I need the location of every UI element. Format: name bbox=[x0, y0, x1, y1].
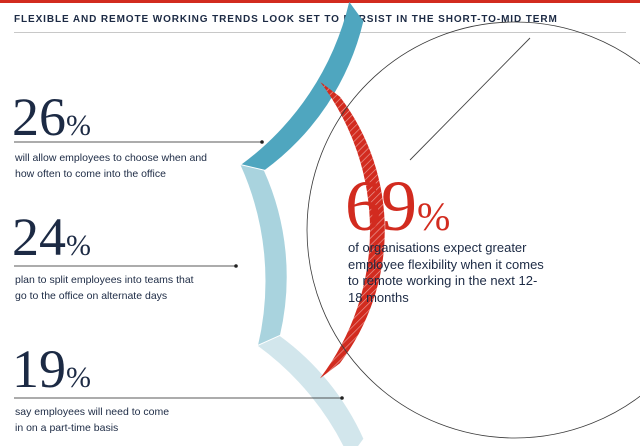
stat-19-value: 19% bbox=[12, 342, 91, 405]
stat-24-value: 24% bbox=[12, 210, 91, 273]
stat-26-percent-sign: % bbox=[66, 109, 91, 142]
inner-circle-outline bbox=[306, 21, 640, 439]
stat-19-number: 19 bbox=[12, 339, 66, 399]
stat-26-number: 26 bbox=[12, 87, 66, 147]
ring-segment-gap-0 bbox=[239, 163, 266, 172]
title-divider bbox=[14, 32, 626, 33]
callout-dot-0 bbox=[260, 140, 264, 144]
ring-segment-gap-1 bbox=[256, 334, 282, 348]
stat-24-number: 24 bbox=[12, 207, 66, 267]
callout-lines bbox=[14, 140, 344, 400]
stat-26-value: 26% bbox=[12, 90, 91, 153]
callout-dot-2 bbox=[340, 396, 344, 400]
top-accent-rule bbox=[0, 0, 640, 3]
ring-segment-2 bbox=[257, 336, 364, 446]
red-arc-hatch bbox=[320, 81, 385, 379]
headline-value: 69% bbox=[345, 170, 450, 253]
headline-label: of organisations expect greater employee… bbox=[348, 240, 544, 305]
headline-percent-sign: % bbox=[417, 194, 451, 239]
callout-dot-1 bbox=[234, 264, 238, 268]
outer-ring bbox=[239, 1, 364, 446]
stat-24-label: plan to split employees into teams that … bbox=[15, 274, 194, 302]
ring-segment-0 bbox=[240, 1, 364, 171]
headline-number: 69 bbox=[345, 166, 417, 246]
diagonal-accent-line bbox=[409, 37, 531, 161]
stat-19-label: say employees will need to come in on a … bbox=[15, 406, 170, 434]
page-title: FLEXIBLE AND REMOTE WORKING TRENDS LOOK … bbox=[14, 14, 558, 25]
stat-19-percent-sign: % bbox=[66, 361, 91, 394]
ring-segment-1 bbox=[240, 165, 287, 346]
stat-24-percent-sign: % bbox=[66, 229, 91, 262]
stat-26-label: will allow employees to choose when and … bbox=[15, 152, 208, 180]
